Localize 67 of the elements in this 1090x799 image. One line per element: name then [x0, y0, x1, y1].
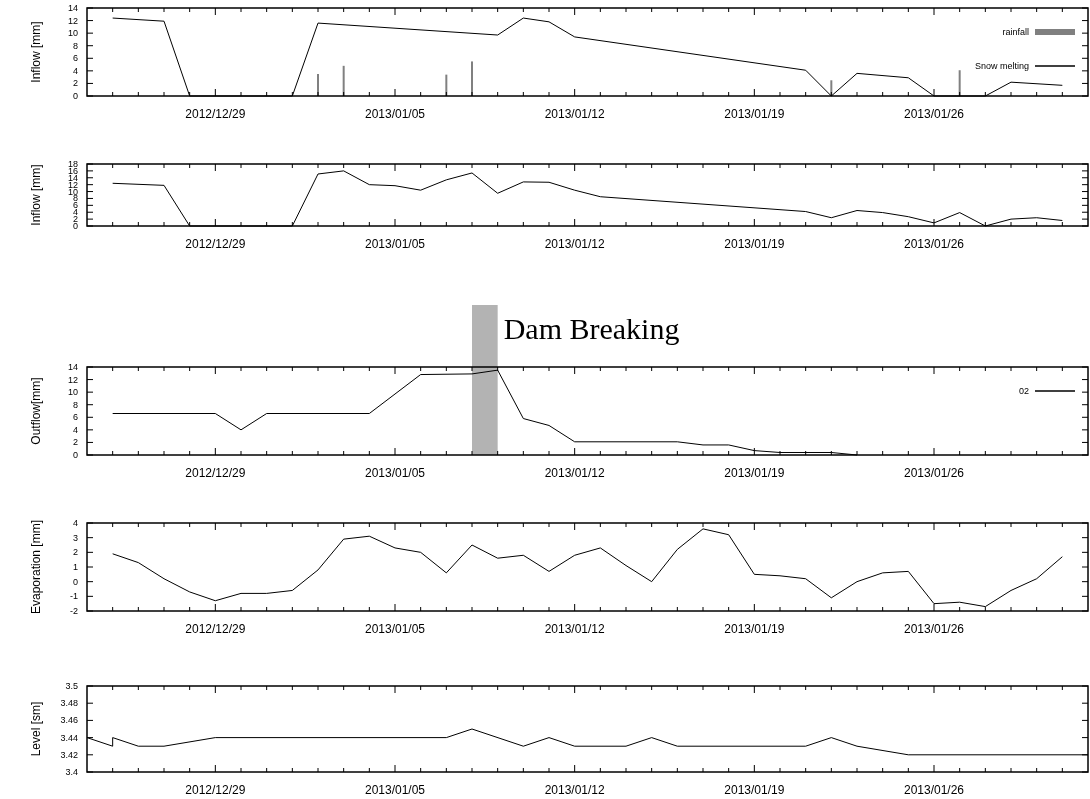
y-tick-label: 18 — [67, 159, 78, 169]
x-tick-label: 2013/01/19 — [724, 783, 785, 797]
x-tick-label: 2012/12/29 — [185, 783, 246, 797]
legend-label: rainfall — [1002, 27, 1029, 37]
x-tick-label: 2012/12/29 — [185, 622, 246, 636]
x-tick-label: 2013/01/19 — [724, 107, 785, 121]
bar — [342, 65, 345, 96]
x-tick-label: 2012/12/29 — [185, 237, 246, 251]
x-tick-label: 2013/01/19 — [724, 466, 785, 480]
x-tick-label: 2013/01/05 — [364, 107, 426, 121]
x-tick-label: 2013/01/12 — [544, 466, 606, 480]
y-tick-label: 3.48 — [60, 698, 78, 709]
y-tick-label: 4 — [72, 424, 78, 435]
x-tick-label: 2013/01/05 — [364, 622, 426, 636]
x-tick-label: 2013/01/26 — [903, 466, 965, 480]
y-tick-label: 0 — [72, 450, 78, 460]
x-tick-label: 2013/01/05 — [364, 466, 426, 480]
y-tick-label: 10 — [67, 387, 78, 398]
y-tick-label: -1 — [69, 591, 78, 602]
y-axis-title: Evaporation [mm] — [29, 519, 43, 615]
y-tick-label: 12 — [67, 179, 78, 190]
y-tick-label: 6 — [72, 53, 78, 64]
y-tick-label: 2 — [72, 547, 78, 558]
x-tick-label: 2013/01/26 — [903, 107, 965, 121]
y-axis-title: Inflow [mm] — [29, 21, 43, 83]
y-tick-label: 14 — [67, 3, 78, 13]
x-tick-label: 2013/01/12 — [544, 237, 606, 251]
x-tick-label: 2012/12/29 — [185, 107, 246, 121]
y-tick-label: 12 — [67, 15, 78, 26]
x-tick-label: 2013/01/12 — [544, 783, 606, 797]
y-tick-label: 8 — [72, 399, 78, 410]
legend-label: 02 — [1018, 386, 1029, 396]
y-tick-label: 3.42 — [60, 749, 78, 760]
x-tick-label: 2013/01/12 — [544, 622, 606, 636]
x-tick-label: 2013/01/19 — [724, 622, 785, 636]
y-tick-label: -2 — [69, 606, 78, 616]
y-tick-label: 4 — [72, 518, 78, 528]
legend-label: Snow melting — [974, 61, 1029, 71]
y-tick-label: 4 — [72, 65, 78, 76]
x-tick-label: 2012/12/29 — [185, 466, 246, 480]
x-tick-label: 2013/01/05 — [364, 237, 426, 251]
y-tick-label: 14 — [67, 362, 78, 372]
y-tick-label: 3.5 — [65, 681, 78, 691]
x-tick-label: 2013/01/05 — [364, 783, 426, 797]
y-tick-label: 3.4 — [65, 767, 78, 777]
y-tick-label: 2 — [72, 78, 78, 89]
y-tick-label: 3.46 — [60, 715, 78, 726]
y-axis-title: Level [sm] — [29, 701, 43, 757]
y-tick-label: 6 — [72, 412, 78, 423]
x-tick-label: 2013/01/26 — [903, 783, 965, 797]
x-tick-label: 2013/01/26 — [903, 237, 965, 251]
y-tick-label: 0 — [72, 91, 78, 101]
band-label: Dam Breaking — [503, 312, 680, 345]
y-tick-label: 0 — [72, 576, 78, 587]
bar — [958, 70, 961, 96]
y-tick-label: 10 — [67, 28, 78, 39]
x-tick-label: 2013/01/12 — [544, 107, 606, 121]
x-tick-label: 2013/01/26 — [903, 622, 965, 636]
y-tick-label: 1 — [72, 562, 78, 572]
x-tick-label: 2013/01/19 — [724, 237, 785, 251]
y-tick-label: 2 — [72, 437, 78, 448]
y-tick-label: 12 — [67, 374, 78, 385]
y-axis-title: Inflow [mm] — [29, 164, 43, 226]
y-tick-label: 3.44 — [60, 732, 78, 743]
y-tick-label: 3 — [72, 532, 78, 543]
y-tick-label: 8 — [72, 40, 78, 51]
y-axis-title: Outflow[mm] — [29, 377, 43, 445]
